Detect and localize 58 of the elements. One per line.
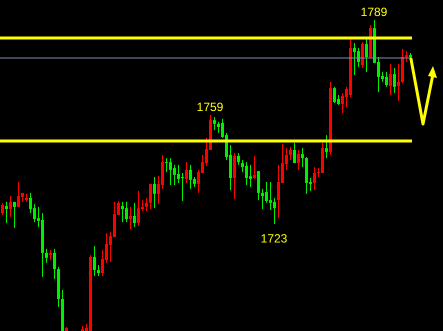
candlestick	[93, 246, 96, 276]
candlestick	[257, 170, 260, 201]
candlestick	[233, 152, 236, 200]
annotation: 1723	[260, 232, 288, 246]
candlestick	[393, 67, 396, 94]
candlestick	[169, 158, 172, 186]
candlestick	[133, 202, 136, 228]
candlestick	[137, 190, 140, 226]
candlestick	[353, 42, 356, 76]
candlestick	[189, 164, 192, 190]
candlestick	[9, 196, 12, 218]
candlestick	[249, 164, 252, 188]
candlestick	[397, 63, 400, 102]
candlestick	[125, 201, 128, 223]
candlestick	[13, 201, 16, 229]
candlestick	[297, 150, 300, 170]
candlestick	[165, 158, 168, 173]
candlestick	[245, 162, 248, 186]
candlestick	[121, 201, 124, 223]
candlestick	[261, 188, 264, 210]
candlestick	[385, 71, 388, 88]
candlestick	[213, 116, 216, 131]
candlestick	[313, 166, 316, 191]
candlestick	[253, 155, 256, 180]
candlestick	[357, 47, 360, 68]
annotation: 1759	[196, 100, 224, 114]
candlestick	[405, 50, 408, 62]
candlestick	[1, 202, 4, 216]
candlestick	[173, 164, 176, 186]
candlestick	[361, 42, 364, 68]
candlestick	[97, 264, 100, 276]
candlestick	[277, 164, 280, 219]
candlestick	[269, 182, 272, 211]
candlestick	[273, 197, 276, 225]
candlestick	[293, 142, 296, 164]
candlestick	[265, 182, 268, 204]
candlestick	[185, 162, 188, 184]
candlestick	[177, 164, 180, 184]
candlestick	[53, 248, 56, 280]
candlestick	[153, 176, 156, 209]
candlestick	[341, 92, 344, 114]
candlestick	[129, 206, 132, 230]
candlestick	[5, 201, 8, 224]
candlestick	[237, 152, 240, 166]
candlestick	[49, 250, 52, 261]
candlestick	[17, 182, 20, 208]
candlestick	[365, 38, 368, 72]
candlestick	[145, 197, 148, 212]
candlestick	[289, 146, 292, 160]
candlestick	[181, 172, 184, 202]
annotation: 1789	[360, 5, 388, 19]
candlestick	[45, 248, 48, 264]
candlestick	[325, 134, 328, 159]
candlestick	[301, 148, 304, 168]
candlestick	[217, 122, 220, 134]
candlestick	[389, 63, 392, 96]
candlestick	[149, 183, 152, 210]
candlestick	[333, 86, 336, 104]
